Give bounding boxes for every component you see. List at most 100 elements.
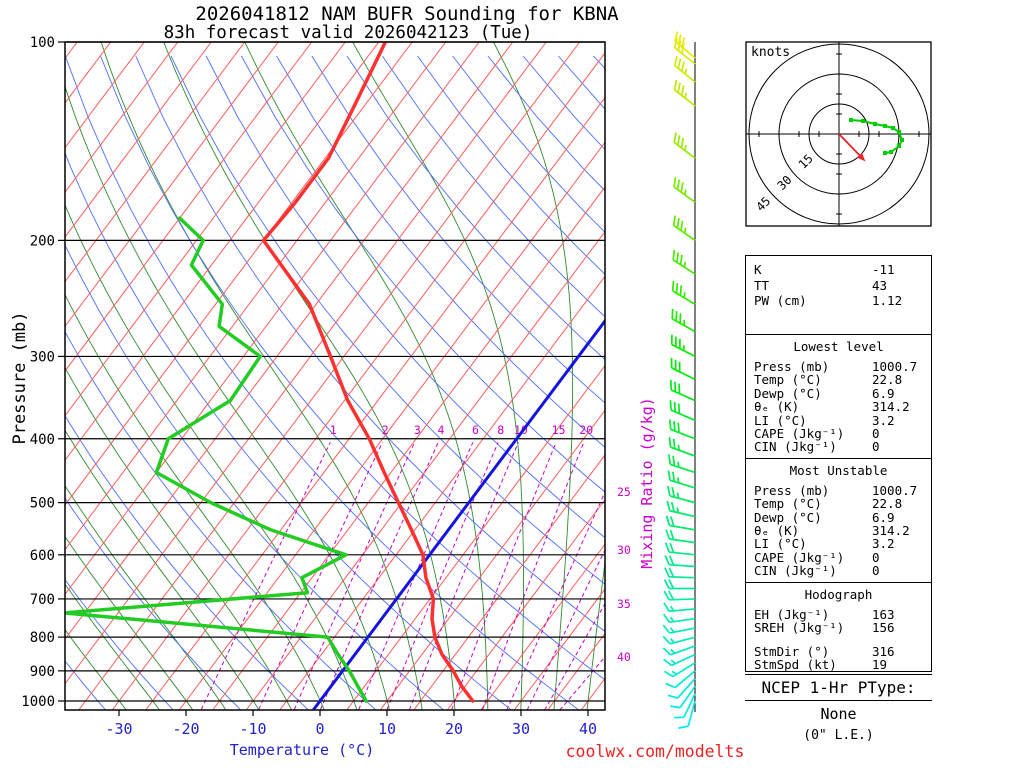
wind-barb (666, 500, 696, 518)
stats-section: Lowest level Press (mb) 1000.7 Temp (°C) 22.… (746, 334, 931, 458)
mixing-ratio-lines (200, 442, 605, 710)
wind-barb (671, 308, 696, 333)
stat-label: θₑ (K) (754, 399, 800, 415)
stat-row: θₑ (K) 314.2 (746, 523, 931, 539)
stat-label: θₑ (K) (754, 523, 800, 539)
dewpoint-trace (65, 216, 368, 703)
wind-barb (665, 515, 696, 531)
stat-label: Dewp (°C) (754, 385, 822, 401)
stat-row: Dewp (°C) 6.9 (746, 509, 931, 525)
moist-adiabat-lines (65, 42, 605, 710)
svg-text:900: 900 (30, 664, 55, 680)
stat-row: Press (mb) 1000.7 (746, 359, 931, 374)
stat-value: 19 (872, 656, 888, 672)
section-title: Hodograph (804, 586, 873, 602)
temperature-trace (261, 42, 475, 703)
wind-barb (663, 662, 696, 678)
wind-barb (668, 419, 696, 440)
wind-barb (674, 31, 696, 59)
ptype-divider-top (745, 674, 932, 675)
wind-barb-column (662, 31, 696, 729)
stats-panel: K -11 TT 43 PW (cm) 1.12 Lowest level Press (mb… (745, 255, 932, 672)
stat-row: EH (Jkg⁻¹) 163 (746, 606, 931, 622)
stat-label: CIN (Jkg⁻¹) (754, 439, 837, 455)
svg-text:-30: -30 (105, 720, 132, 738)
stat-row: θₑ (K) 314.2 (746, 399, 931, 415)
stat-row: StmDir (°) 316 (746, 643, 931, 659)
svg-text:4: 4 (438, 423, 445, 437)
stat-label: Press (mb) (754, 359, 830, 374)
wind-barb (670, 685, 696, 709)
stat-label: K (754, 262, 762, 277)
stat-label: CAPE (Jkg⁻¹) (754, 549, 845, 565)
wind-barb (669, 400, 696, 422)
stat-value: 1000.7 (872, 359, 918, 374)
wind-barb (669, 379, 696, 402)
stat-value: 6.9 (872, 385, 895, 401)
wind-barb (673, 55, 696, 83)
ptype-value: None (820, 705, 857, 723)
svg-text:-20: -20 (172, 720, 199, 738)
stat-label: StmDir (°) (754, 643, 830, 659)
stat-value: 43 (872, 277, 888, 293)
wind-barb (672, 249, 696, 275)
stat-label: SREH (Jkg⁻¹) (754, 620, 845, 636)
storm-motion-arrow (838, 133, 866, 162)
ptype-title: NCEP 1-Hr PType: (761, 678, 916, 697)
svg-text:30: 30 (512, 720, 530, 738)
wind-barb (662, 635, 696, 645)
svg-text:20: 20 (445, 720, 463, 738)
stat-value: 6.9 (872, 509, 895, 525)
svg-text:30: 30 (617, 543, 631, 557)
svg-text:100: 100 (30, 35, 55, 51)
wind-barb (665, 670, 696, 689)
temperature-tick-labels: -30 -20 -10 0 10 20 30 40 (105, 710, 597, 738)
stat-row: Press (mb) 1000.7 (746, 483, 931, 497)
watermark-link[interactable]: coolwx.com/modelts (565, 742, 745, 761)
stat-label: LI (°C) (754, 536, 807, 552)
wind-barb (673, 132, 696, 159)
stat-row: LI (°C) 3.2 (746, 536, 931, 552)
stat-row: CIN (Jkg⁻¹) 0 (746, 564, 931, 578)
wind-barb (670, 334, 696, 358)
stat-label: TT (754, 277, 770, 293)
wind-barb (673, 79, 696, 107)
svg-text:1000: 1000 (21, 694, 55, 710)
svg-text:200: 200 (30, 233, 55, 249)
wind-barb (670, 357, 696, 381)
svg-text:3: 3 (414, 423, 421, 437)
svg-text:400: 400 (30, 432, 55, 448)
ptype-divider (745, 700, 932, 701)
wind-barb (673, 693, 696, 719)
stat-label: Temp (°C) (754, 496, 822, 512)
wind-barb (663, 590, 696, 601)
wind-barb (663, 653, 696, 667)
svg-text:1: 1 (330, 423, 337, 437)
ptype-note: (0" L.E.) (803, 728, 874, 743)
stat-value: 0 (872, 426, 880, 442)
wind-barb (667, 454, 696, 474)
svg-text:-10: -10 (239, 720, 266, 738)
stat-value: 0 (872, 549, 880, 565)
stat-value: 3.2 (872, 536, 895, 552)
wind-barb (673, 37, 696, 65)
stat-value: 163 (872, 606, 895, 622)
wind-barb (672, 215, 696, 242)
stat-label: PW (cm) (754, 293, 807, 309)
wind-barb (668, 437, 696, 457)
stat-value: 3.2 (872, 412, 895, 428)
wind-barb (667, 678, 696, 699)
stat-label: LI (°C) (754, 412, 807, 428)
stat-value: 1.12 (872, 293, 903, 309)
svg-text:0: 0 (315, 720, 324, 738)
svg-text:8: 8 (497, 423, 504, 437)
stat-value: 0 (872, 439, 880, 455)
wind-barb (665, 529, 696, 544)
svg-text:600: 600 (30, 548, 55, 564)
stat-label: Temp (°C) (754, 372, 822, 388)
stat-row: CAPE (Jkg⁻¹) 0 (746, 426, 931, 442)
wind-barb (667, 485, 696, 504)
wind-barb (673, 176, 696, 203)
stat-row: SREH (Jkg⁻¹) 156 (746, 620, 931, 636)
